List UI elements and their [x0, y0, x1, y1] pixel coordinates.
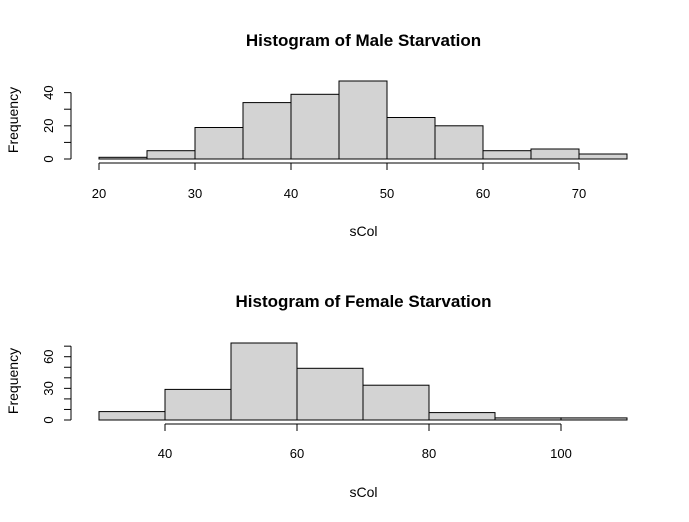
x-tick-label: 60	[476, 186, 490, 201]
x-axis-label: sCol	[349, 223, 377, 239]
histogram-bar	[242, 102, 292, 160]
y-axis: 0 20 40	[41, 85, 72, 163]
histogram-bar	[146, 150, 196, 160]
bars-group	[98, 80, 628, 160]
histogram-bar	[194, 127, 244, 160]
x-tick-label: 30	[188, 186, 202, 201]
y-tick-label: 20	[41, 119, 56, 133]
histogram-bar	[530, 148, 580, 160]
x-tick-label: 100	[550, 446, 572, 461]
histogram-bar	[230, 342, 298, 421]
chart-title: Histogram of Male Starvation	[246, 31, 481, 50]
male-histogram-panel: Histogram of Male Starvation sCol Freque…	[5, 31, 628, 239]
y-tick-label: 30	[41, 381, 56, 395]
y-axis: 0 30 60	[41, 345, 72, 424]
x-tick-label: 70	[572, 186, 586, 201]
histogram-bar	[482, 150, 532, 160]
x-tick-label: 60	[290, 446, 304, 461]
histogram-bar	[494, 417, 562, 421]
female-histogram-panel: Histogram of Female Starvation sCol Freq…	[5, 292, 628, 500]
x-tick-label: 80	[422, 446, 436, 461]
histogram-bar	[578, 153, 628, 160]
histogram-bar	[428, 412, 496, 421]
histogram-bar	[386, 117, 436, 160]
x-tick-label: 50	[380, 186, 394, 201]
histogram-bar	[290, 93, 340, 160]
histogram-bar	[362, 384, 430, 421]
x-axis: 20 30 40 50 60 70	[92, 162, 586, 201]
histogram-bar	[296, 367, 364, 421]
y-tick-label: 0	[41, 155, 56, 162]
y-tick-label: 0	[41, 416, 56, 423]
histogram-bar	[164, 388, 232, 421]
histogram-bar	[434, 125, 484, 160]
y-axis-label: Frequency	[5, 348, 21, 414]
chart-title: Histogram of Female Starvation	[235, 292, 491, 311]
x-axis: 40 60 80 100	[158, 423, 572, 461]
x-tick-label: 40	[158, 446, 172, 461]
x-tick-label: 20	[92, 186, 106, 201]
y-tick-label: 60	[41, 349, 56, 363]
x-axis-label: sCol	[349, 484, 377, 500]
y-tick-label: 40	[41, 85, 56, 99]
histogram-bar	[560, 417, 628, 421]
x-tick-label: 40	[284, 186, 298, 201]
histogram-bar	[338, 80, 388, 160]
y-axis-label: Frequency	[5, 87, 21, 153]
histogram-bar	[98, 156, 148, 160]
histogram-bar	[98, 411, 166, 421]
bars-group	[98, 342, 628, 421]
